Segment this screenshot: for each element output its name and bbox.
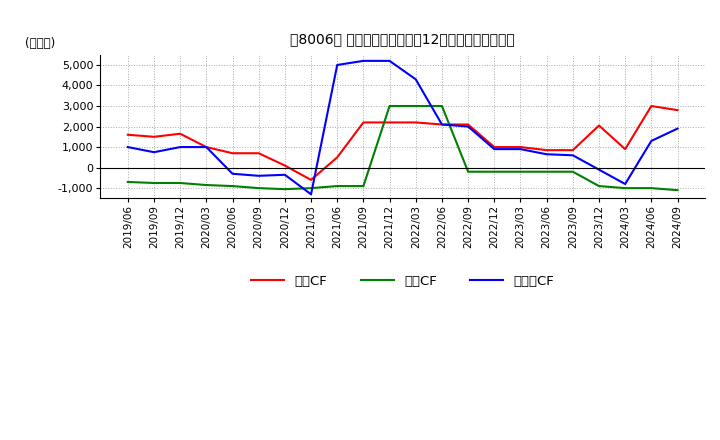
フリーCF bbox=[254, 173, 263, 179]
フリーCF bbox=[464, 124, 472, 129]
営業CF bbox=[438, 122, 446, 127]
投資CF bbox=[254, 186, 263, 191]
フリーCF bbox=[202, 144, 211, 150]
投資CF bbox=[202, 183, 211, 188]
営業CF bbox=[281, 163, 289, 168]
フリーCF bbox=[673, 126, 682, 131]
営業CF bbox=[307, 177, 315, 183]
投資CF bbox=[673, 187, 682, 193]
フリーCF bbox=[516, 147, 525, 152]
フリーCF bbox=[490, 147, 498, 152]
投資CF bbox=[385, 103, 394, 109]
Line: 営業CF: 営業CF bbox=[128, 106, 678, 180]
投資CF bbox=[281, 187, 289, 192]
フリーCF bbox=[647, 138, 656, 143]
投資CF bbox=[569, 169, 577, 174]
フリーCF bbox=[411, 77, 420, 82]
営業CF bbox=[150, 134, 158, 139]
営業CF bbox=[385, 120, 394, 125]
Title: ［8006］ キャッシュフローの12か月移動合計の推移: ［8006］ キャッシュフローの12か月移動合計の推移 bbox=[290, 33, 515, 47]
営業CF bbox=[333, 155, 341, 160]
営業CF bbox=[647, 103, 656, 109]
フリーCF bbox=[124, 144, 132, 150]
営業CF bbox=[176, 131, 184, 136]
Legend: 営業CF, 投資CF, フリーCF: 営業CF, 投資CF, フリーCF bbox=[246, 270, 559, 293]
営業CF bbox=[202, 144, 211, 150]
営業CF bbox=[359, 120, 368, 125]
投資CF bbox=[228, 183, 237, 189]
営業CF bbox=[542, 147, 551, 153]
フリーCF bbox=[621, 181, 629, 187]
Line: フリーCF: フリーCF bbox=[128, 61, 678, 194]
フリーCF bbox=[307, 192, 315, 197]
営業CF bbox=[490, 144, 498, 150]
フリーCF bbox=[150, 150, 158, 155]
Y-axis label: (百万円): (百万円) bbox=[24, 37, 55, 51]
投資CF bbox=[647, 186, 656, 191]
フリーCF bbox=[228, 171, 237, 176]
フリーCF bbox=[333, 62, 341, 68]
フリーCF bbox=[542, 152, 551, 157]
フリーCF bbox=[359, 58, 368, 63]
フリーCF bbox=[176, 144, 184, 150]
投資CF bbox=[621, 186, 629, 191]
投資CF bbox=[542, 169, 551, 174]
営業CF bbox=[254, 150, 263, 156]
営業CF bbox=[569, 147, 577, 153]
投資CF bbox=[464, 169, 472, 174]
投資CF bbox=[490, 169, 498, 174]
投資CF bbox=[438, 103, 446, 109]
フリーCF bbox=[438, 122, 446, 127]
投資CF bbox=[176, 180, 184, 186]
投資CF bbox=[595, 183, 603, 189]
Line: 投資CF: 投資CF bbox=[128, 106, 678, 190]
投資CF bbox=[516, 169, 525, 174]
投資CF bbox=[333, 183, 341, 189]
フリーCF bbox=[569, 153, 577, 158]
営業CF bbox=[621, 147, 629, 152]
営業CF bbox=[464, 122, 472, 127]
フリーCF bbox=[595, 167, 603, 172]
営業CF bbox=[516, 144, 525, 150]
営業CF bbox=[673, 107, 682, 113]
投資CF bbox=[150, 180, 158, 186]
営業CF bbox=[124, 132, 132, 137]
投資CF bbox=[411, 103, 420, 109]
フリーCF bbox=[385, 58, 394, 63]
フリーCF bbox=[281, 172, 289, 177]
営業CF bbox=[595, 123, 603, 128]
投資CF bbox=[307, 186, 315, 191]
営業CF bbox=[411, 120, 420, 125]
投資CF bbox=[359, 183, 368, 189]
投資CF bbox=[124, 180, 132, 185]
営業CF bbox=[228, 150, 237, 156]
